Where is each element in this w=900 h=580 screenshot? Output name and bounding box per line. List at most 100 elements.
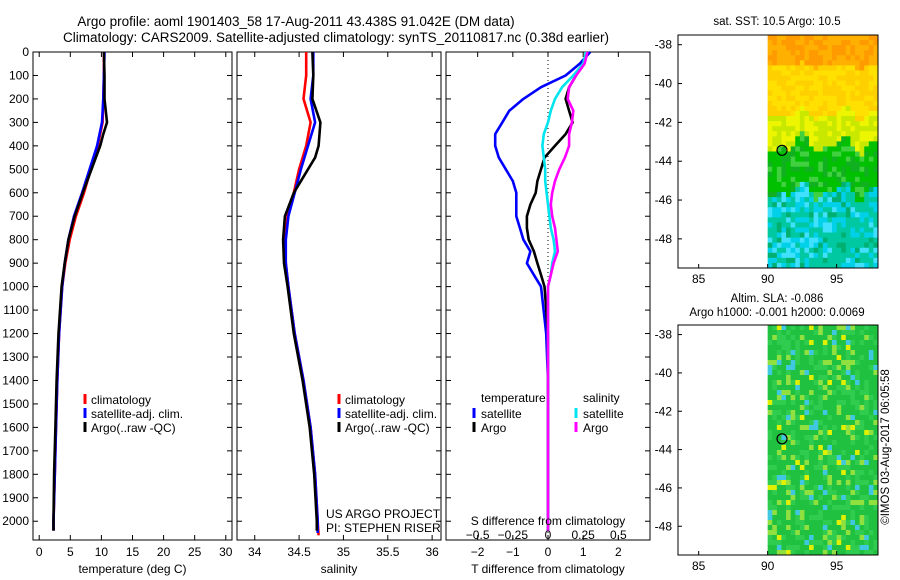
map-cell	[827, 340, 833, 346]
series-line-3	[546, 51, 589, 531]
map-cell	[873, 360, 879, 366]
map-cell	[868, 131, 874, 137]
map-cell	[868, 455, 874, 461]
map-cell	[776, 505, 782, 511]
map-cell	[776, 415, 782, 421]
map-cell	[873, 325, 879, 331]
map-cell	[790, 350, 796, 356]
map-cell	[855, 535, 861, 541]
map-cell	[772, 325, 778, 331]
map-cell	[804, 141, 810, 147]
map-cell	[850, 166, 856, 173]
map-cell	[781, 380, 787, 386]
map-cell	[772, 110, 778, 117]
map-cell	[795, 257, 801, 264]
map-cell	[827, 217, 833, 223]
map-cell	[781, 50, 787, 56]
map-cell	[786, 350, 792, 356]
map-cell	[868, 197, 874, 203]
map-cell	[795, 510, 801, 516]
map-cell	[776, 90, 782, 97]
map-cell	[772, 217, 778, 223]
map-cell	[790, 232, 796, 239]
map-cell	[822, 35, 828, 41]
map-cell	[841, 385, 847, 391]
map-cell	[822, 440, 828, 446]
map-cell	[845, 370, 851, 376]
map-cell	[818, 395, 824, 401]
map-cell	[864, 495, 870, 501]
map-cell	[850, 515, 856, 521]
map-cell	[790, 217, 796, 223]
map-cell	[776, 480, 782, 486]
y-tick-label: 0	[22, 45, 29, 59]
map-cell	[776, 131, 782, 137]
map-cell	[776, 247, 782, 254]
map-cell	[804, 95, 810, 102]
map-cell	[818, 65, 824, 71]
map-cell	[855, 257, 861, 264]
map-cell	[845, 110, 851, 117]
map-cell	[822, 480, 828, 486]
map-cell	[873, 370, 879, 376]
map-cell	[781, 237, 787, 244]
map-cell	[804, 212, 810, 218]
map-cell	[767, 445, 773, 451]
map-cell	[827, 505, 833, 511]
map-cell	[864, 181, 870, 188]
map-cell	[855, 247, 861, 254]
map-cell	[795, 440, 801, 446]
map-cell	[772, 455, 778, 461]
map-cell	[822, 242, 828, 249]
map-cell	[813, 395, 819, 401]
map-cell	[781, 176, 787, 183]
map-cell	[850, 520, 856, 526]
map-cell	[786, 197, 792, 203]
map-cell	[855, 520, 861, 526]
map-cell	[873, 212, 879, 218]
map-cell	[772, 70, 778, 76]
map-cell	[822, 116, 828, 122]
map-cell	[859, 161, 865, 168]
map-cell	[832, 55, 838, 61]
map-cell	[795, 151, 801, 157]
map-cell	[804, 237, 810, 244]
map-cell	[813, 535, 819, 541]
map-cell	[795, 515, 801, 521]
map-cell	[781, 445, 787, 451]
map-cell	[776, 465, 782, 471]
x-tick-label: 85	[692, 559, 706, 573]
map-cell	[868, 55, 874, 61]
map-cell	[850, 430, 856, 436]
map-cell	[776, 360, 782, 366]
map-cell	[873, 95, 879, 102]
map-cell	[832, 440, 838, 446]
map-cell	[786, 131, 792, 137]
map-cell	[799, 45, 805, 51]
map-cell	[813, 171, 819, 178]
map-cell	[767, 355, 773, 361]
map-cell	[804, 390, 810, 396]
map-cell	[841, 360, 847, 366]
map-cell	[786, 110, 792, 117]
series-line-2	[281, 51, 322, 531]
map-cell	[804, 126, 810, 132]
map-cell	[873, 365, 879, 371]
map-cell	[809, 90, 815, 97]
map-cell	[841, 530, 847, 536]
map-cell	[832, 365, 838, 371]
map-cell	[799, 510, 805, 516]
map-cell	[855, 100, 861, 107]
map-cell	[850, 116, 856, 122]
map-cell	[827, 450, 833, 456]
map-cell	[772, 365, 778, 371]
map-cell	[827, 161, 833, 168]
map-cell	[804, 370, 810, 376]
map-cell	[827, 485, 833, 491]
y-tick-label: -44	[655, 154, 673, 168]
map-cell	[772, 340, 778, 346]
map-cell	[859, 410, 865, 416]
map-cell	[864, 262, 870, 269]
map-cell	[873, 176, 879, 183]
map-cell	[859, 40, 865, 46]
